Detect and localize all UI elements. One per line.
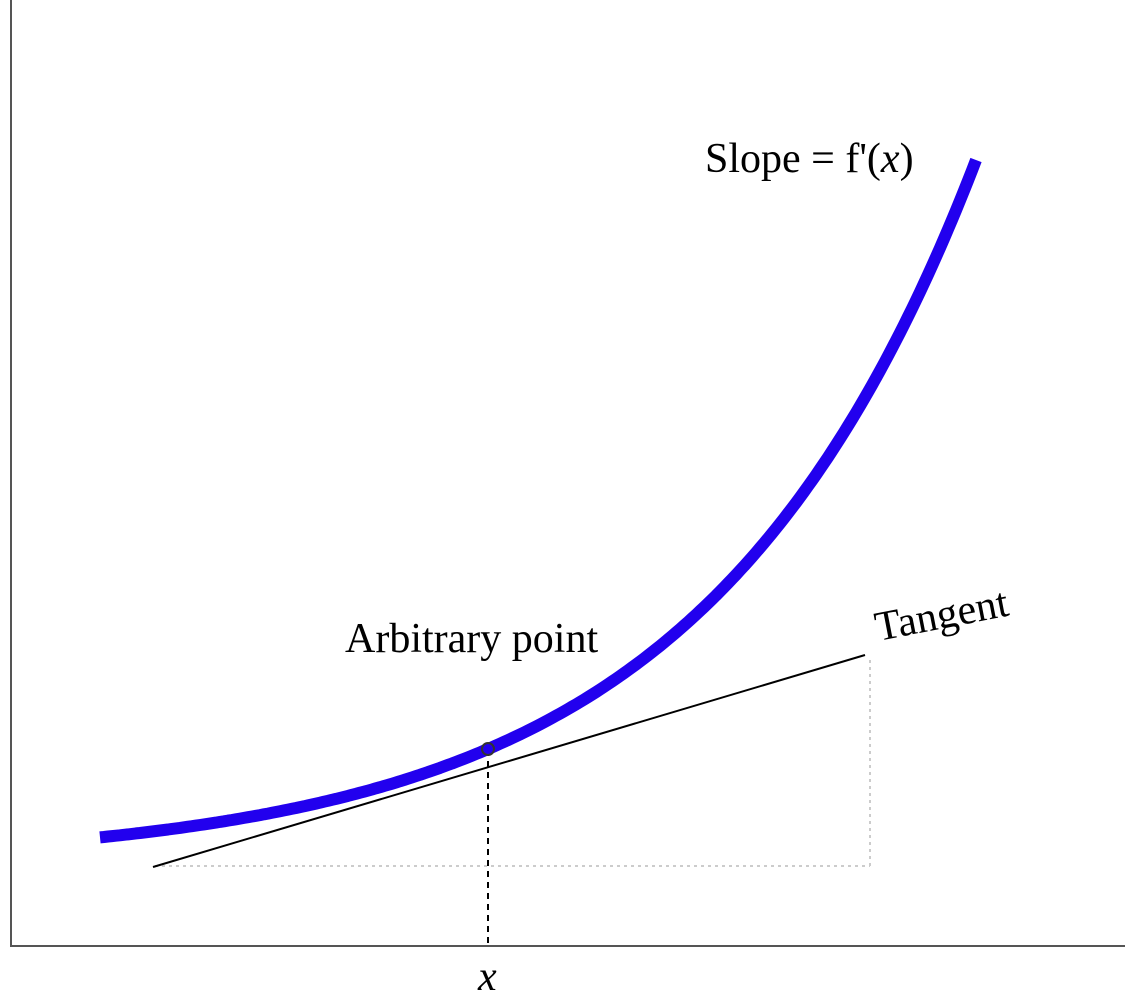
function-curve: [98, 157, 982, 844]
slope-label-prefix: Slope = f'(: [705, 136, 881, 182]
tangent-label: Tangent: [871, 580, 1012, 651]
slope-label-suffix: ): [900, 136, 914, 182]
slope-label-var: x: [880, 136, 900, 182]
arbitrary-point-marker: [481, 742, 495, 756]
tangent-line: [152, 654, 866, 868]
slope-label: Slope = f'(x): [705, 136, 914, 182]
x-axis-variable-label: x: [477, 954, 497, 991]
arbitrary-point-label: Arbitrary point: [345, 616, 598, 662]
